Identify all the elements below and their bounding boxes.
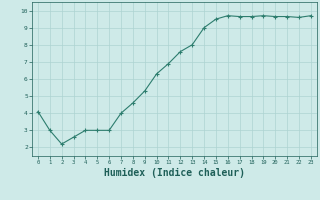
X-axis label: Humidex (Indice chaleur): Humidex (Indice chaleur) — [104, 168, 245, 178]
